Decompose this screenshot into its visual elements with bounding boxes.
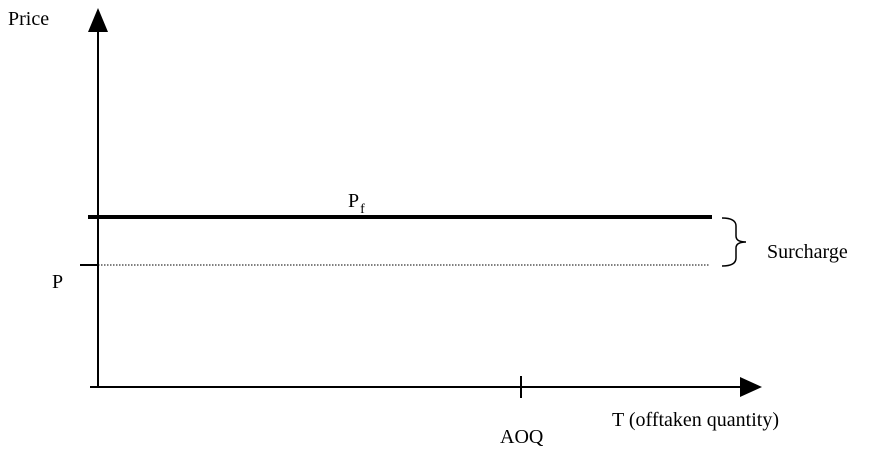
fixed-price-subscript: f	[360, 202, 365, 217]
fixed-price-label: Pf	[348, 190, 365, 217]
fixed-price-symbol: P	[348, 190, 360, 212]
x-axis-arrowhead	[740, 377, 762, 397]
surcharge-label: Surcharge	[767, 241, 848, 263]
y-axis-arrowhead	[88, 8, 108, 32]
base-price-label: P	[52, 272, 64, 292]
y-axis-label: Price	[8, 8, 50, 30]
x-axis-label: T (offtaken quantity)	[612, 409, 779, 431]
aoq-label: AOQ	[500, 426, 544, 448]
surcharge-brace	[721, 217, 747, 267]
